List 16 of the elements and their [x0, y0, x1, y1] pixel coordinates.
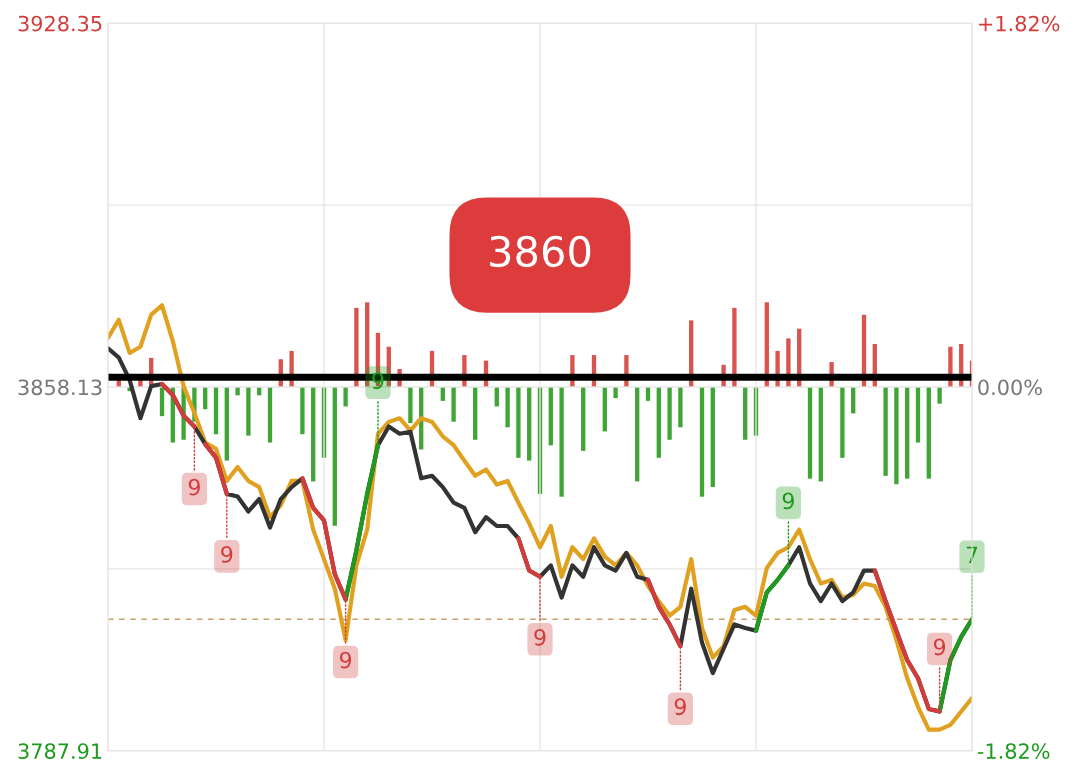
annotation: 9	[221, 546, 233, 563]
y-tick-label: 3787.91	[18, 743, 102, 759]
annotation: 9	[674, 698, 686, 716]
y2-tick-label: +1.82%	[979, 15, 1060, 32]
ref-line-label: 3860	[490, 235, 591, 268]
y-tick-label: 3858.13	[18, 379, 102, 396]
annotation: 9	[933, 638, 946, 656]
annotation: 9	[782, 492, 794, 510]
annotation: 9	[372, 372, 384, 390]
annotation: 9	[188, 478, 200, 496]
annotation: 7	[966, 546, 978, 563]
annotation: 9	[534, 628, 546, 646]
y2-tick-label: -1.82%	[977, 743, 1050, 759]
y-tick-label: 3928.35	[18, 15, 102, 32]
y2-tick-label: 0.00%	[978, 379, 1042, 396]
annotation: 9	[339, 651, 352, 669]
